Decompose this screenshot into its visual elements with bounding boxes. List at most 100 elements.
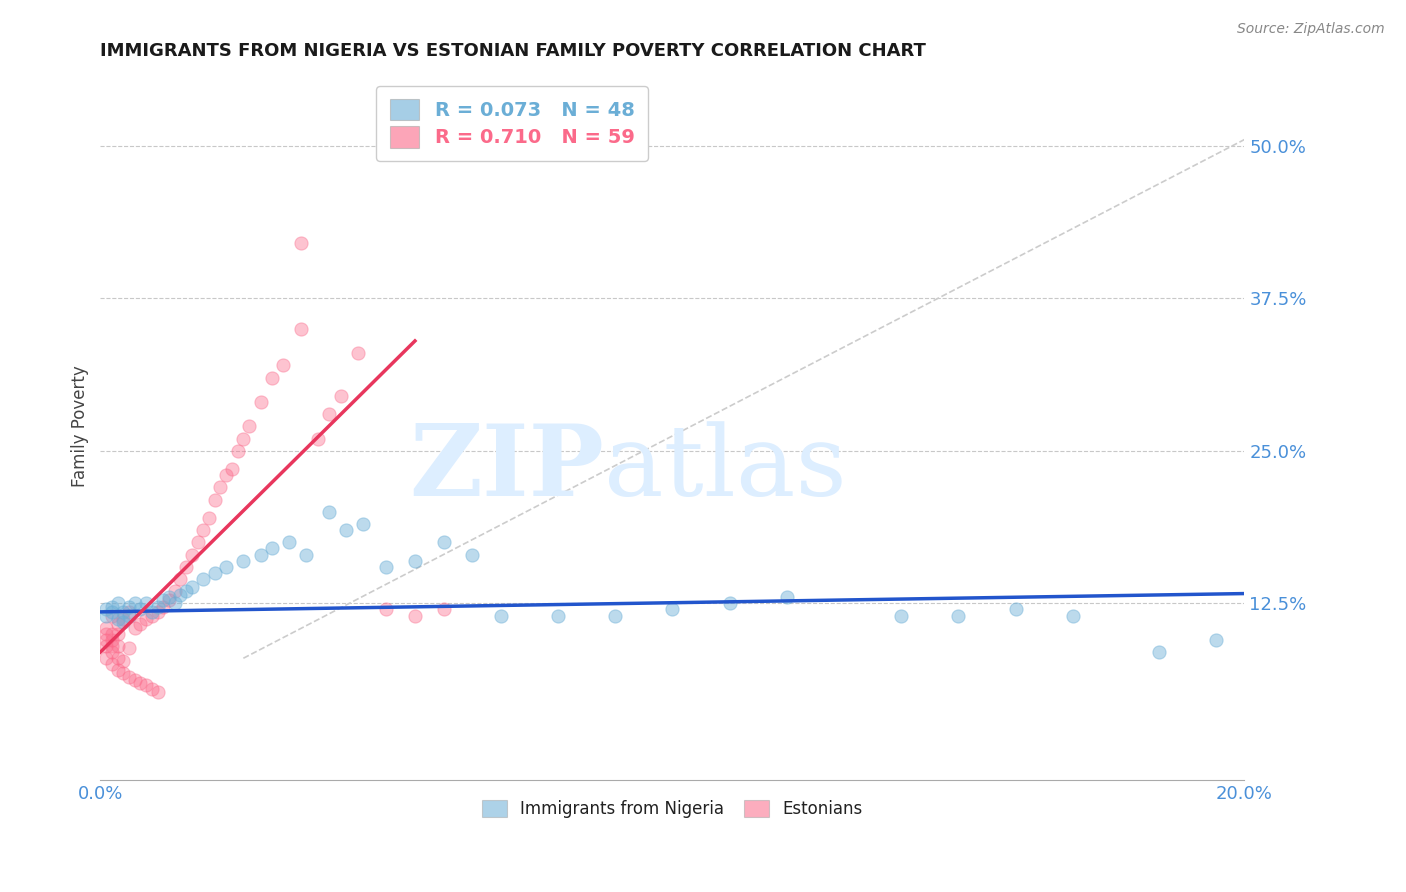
Point <box>260 370 283 384</box>
Point <box>432 602 454 616</box>
Point <box>1062 608 1084 623</box>
Point <box>101 599 124 614</box>
Point <box>169 588 191 602</box>
Point <box>404 553 426 567</box>
Point <box>776 591 799 605</box>
Point <box>605 608 627 623</box>
Point <box>141 605 163 619</box>
Point <box>661 602 683 616</box>
Point <box>112 612 135 626</box>
Point <box>129 617 152 632</box>
Text: ZIP: ZIP <box>409 420 603 517</box>
Point <box>101 627 124 641</box>
Point <box>718 596 741 610</box>
Point <box>135 612 157 626</box>
Point <box>101 605 124 619</box>
Point <box>193 572 215 586</box>
Point <box>232 553 254 567</box>
Point <box>101 639 124 653</box>
Point <box>249 395 271 409</box>
Point <box>295 548 318 562</box>
Point <box>174 559 197 574</box>
Point <box>107 651 129 665</box>
Point <box>249 548 271 562</box>
Point <box>307 432 329 446</box>
Point <box>404 608 426 623</box>
Legend: Immigrants from Nigeria, Estonians: Immigrants from Nigeria, Estonians <box>475 794 869 825</box>
Point <box>135 596 157 610</box>
Point <box>118 608 141 623</box>
Point <box>187 535 209 549</box>
Point <box>1004 602 1026 616</box>
Point <box>375 559 398 574</box>
Y-axis label: Family Poverty: Family Poverty <box>72 366 89 487</box>
Point <box>157 591 180 605</box>
Point <box>204 492 226 507</box>
Point <box>180 548 202 562</box>
Point <box>94 632 117 647</box>
Point <box>193 523 215 537</box>
Point <box>260 541 283 556</box>
Point <box>329 389 352 403</box>
Text: Source: ZipAtlas.com: Source: ZipAtlas.com <box>1237 22 1385 37</box>
Point <box>94 602 117 616</box>
Point <box>353 516 375 531</box>
Point <box>152 592 174 607</box>
Point <box>94 608 117 623</box>
Point <box>94 627 117 641</box>
Point <box>221 462 243 476</box>
Point <box>112 654 135 668</box>
Point <box>375 602 398 616</box>
Point <box>129 602 152 616</box>
Point <box>290 236 312 251</box>
Point <box>118 669 141 683</box>
Point <box>238 419 260 434</box>
Point <box>107 617 129 632</box>
Point <box>432 535 454 549</box>
Text: atlas: atlas <box>603 421 846 516</box>
Point <box>101 645 124 659</box>
Point <box>118 641 141 656</box>
Point <box>141 608 163 623</box>
Point <box>107 639 129 653</box>
Point <box>118 599 141 614</box>
Point <box>890 608 912 623</box>
Point <box>152 599 174 614</box>
Point <box>948 608 970 623</box>
Point <box>209 480 232 494</box>
Point <box>273 359 295 373</box>
Point <box>318 505 340 519</box>
Point <box>112 605 135 619</box>
Point <box>124 596 146 610</box>
Point <box>232 432 254 446</box>
Point <box>335 523 357 537</box>
Point <box>489 608 512 623</box>
Point <box>101 632 124 647</box>
Point <box>141 681 163 696</box>
Point <box>204 566 226 580</box>
Point <box>157 592 180 607</box>
Point <box>215 559 238 574</box>
Point <box>146 599 169 614</box>
Text: IMMIGRANTS FROM NIGERIA VS ESTONIAN FAMILY POVERTY CORRELATION CHART: IMMIGRANTS FROM NIGERIA VS ESTONIAN FAMI… <box>100 42 927 60</box>
Point <box>107 664 129 678</box>
Point <box>94 621 117 635</box>
Point <box>118 605 141 619</box>
Point <box>169 572 191 586</box>
Point <box>101 657 124 672</box>
Point <box>290 322 312 336</box>
Point <box>146 685 169 699</box>
Point <box>146 605 169 619</box>
Point <box>112 665 135 680</box>
Point <box>135 678 157 692</box>
Point <box>94 651 117 665</box>
Point <box>101 608 124 623</box>
Point <box>215 468 238 483</box>
Point <box>226 443 249 458</box>
Point <box>1147 645 1170 659</box>
Point <box>94 639 117 653</box>
Point <box>1205 632 1227 647</box>
Point <box>318 407 340 421</box>
Point <box>174 584 197 599</box>
Point <box>107 596 129 610</box>
